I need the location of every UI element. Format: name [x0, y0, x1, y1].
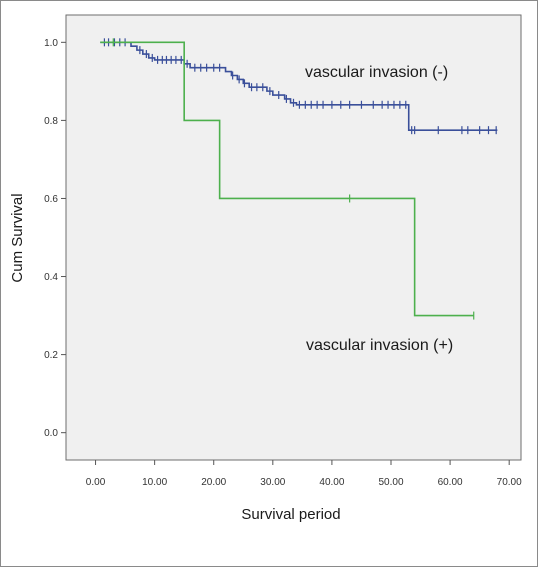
- y-tick-label: 0.0: [44, 428, 58, 439]
- y-tick-label: 0.2: [44, 350, 58, 361]
- y-axis: 0.0 0.2 0.4 0.6 0.8 1.0: [44, 38, 66, 439]
- annotation-vascular-invasion-negative: vascular invasion (-): [305, 64, 448, 81]
- survival-step-line: [100, 41, 474, 317]
- x-tick-label: 60.00: [438, 477, 463, 488]
- x-tick-label: 10.00: [142, 477, 167, 488]
- x-axis: 0.00 10.00 20.00 30.00 40.00 50.00 60.00 70.00: [86, 460, 522, 488]
- y-tick-label: 0.8: [44, 116, 58, 127]
- x-tick-label: 20.00: [201, 477, 226, 488]
- annotation-vascular-invasion-positive: vascular invasion (+): [306, 337, 453, 354]
- x-tick-label: 40.00: [319, 477, 344, 488]
- y-axis-title: Cum Survival: [9, 193, 26, 282]
- y-tick-label: 1.0: [44, 38, 58, 49]
- x-tick-label: 70.00: [497, 477, 522, 488]
- y-tick-label: 0.4: [44, 272, 58, 283]
- plot-area: [65, 14, 522, 461]
- x-tick-label: 50.00: [378, 477, 403, 488]
- series-vascular-invasion-positive: [100, 38, 475, 320]
- survival-step-line: [100, 41, 498, 131]
- x-tick-label: 30.00: [260, 477, 285, 488]
- series-layer: [100, 38, 498, 320]
- y-tick-label: 0.6: [44, 194, 58, 205]
- x-axis-title: Survival period: [241, 506, 340, 523]
- x-tick-label: 0.00: [86, 477, 106, 488]
